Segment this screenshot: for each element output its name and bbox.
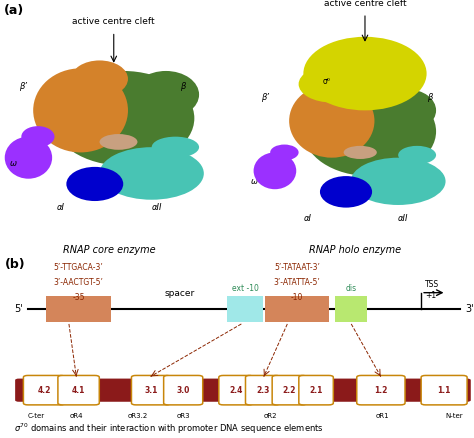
Text: 3.0: 3.0 [176,386,190,395]
Ellipse shape [289,84,374,158]
Text: ω: ω [251,177,258,186]
FancyBboxPatch shape [227,297,264,322]
Text: αI: αI [57,203,65,212]
Ellipse shape [254,152,296,189]
Text: σ⁰: σ⁰ [322,77,330,86]
Text: αII: αII [152,203,162,212]
Ellipse shape [299,66,365,102]
FancyBboxPatch shape [246,375,280,405]
Text: 3.1: 3.1 [144,386,158,395]
Ellipse shape [5,137,52,179]
Text: 1.1: 1.1 [438,386,451,395]
FancyBboxPatch shape [58,375,99,405]
Text: ext -10: ext -10 [232,284,258,293]
Ellipse shape [100,147,204,200]
Text: 2.3: 2.3 [256,386,269,395]
FancyBboxPatch shape [219,375,253,405]
Text: ω: ω [9,159,17,168]
Text: 2.4: 2.4 [229,386,243,395]
Text: RNAP core enzyme: RNAP core enzyme [63,245,155,255]
FancyBboxPatch shape [15,378,471,402]
Text: 5': 5' [14,304,23,314]
Ellipse shape [66,167,123,201]
Ellipse shape [270,145,299,160]
Text: 3': 3' [465,304,474,314]
Text: N-ter: N-ter [445,413,463,419]
FancyBboxPatch shape [46,297,111,322]
Text: C-ter: C-ter [28,413,45,419]
Text: active centre cleft: active centre cleft [324,0,406,8]
Text: 1.2: 1.2 [374,386,388,395]
Ellipse shape [344,146,377,159]
Text: 2.1: 2.1 [310,386,323,395]
Text: σR2: σR2 [264,413,277,419]
Ellipse shape [21,126,55,147]
Ellipse shape [358,145,419,171]
Text: 5’-TATAAT-3’: 5’-TATAAT-3’ [274,263,320,272]
Text: 3’-AACTGT-5’: 3’-AACTGT-5’ [54,278,103,287]
Text: σR1: σR1 [375,413,389,419]
Text: αII: αII [398,214,409,223]
FancyBboxPatch shape [272,375,307,405]
Text: αI: αI [303,214,311,223]
FancyBboxPatch shape [131,375,171,405]
Ellipse shape [351,158,446,205]
Ellipse shape [111,131,182,163]
Text: β’: β’ [261,93,269,102]
Ellipse shape [379,89,436,131]
Ellipse shape [152,137,199,158]
Text: -35: -35 [73,293,85,302]
FancyBboxPatch shape [357,375,405,405]
Ellipse shape [133,71,199,118]
Text: 3’-ATATTA-5’: 3’-ATATTA-5’ [273,278,320,287]
Text: +1: +1 [425,291,436,300]
Text: TSS: TSS [425,280,439,289]
Text: (a): (a) [4,4,24,17]
Text: 4.2: 4.2 [37,386,51,395]
FancyBboxPatch shape [421,375,467,405]
Text: dis: dis [346,284,357,293]
Ellipse shape [33,68,128,152]
Ellipse shape [303,37,427,110]
Text: 4.1: 4.1 [72,386,85,395]
Text: RNAP holo enzyme: RNAP holo enzyme [310,245,401,255]
Text: β’: β’ [19,82,27,92]
Ellipse shape [52,71,194,166]
Text: σR4: σR4 [70,413,83,419]
Text: -10: -10 [291,293,303,302]
FancyBboxPatch shape [335,297,367,322]
Text: 2.2: 2.2 [283,386,296,395]
Text: (b): (b) [5,258,26,271]
Ellipse shape [71,60,128,97]
Ellipse shape [303,87,436,176]
Text: σR3: σR3 [177,413,190,419]
FancyBboxPatch shape [164,375,203,405]
Text: spacer: spacer [164,289,195,298]
FancyBboxPatch shape [299,375,333,405]
Ellipse shape [100,134,137,150]
Text: 5’-TTGACA-3’: 5’-TTGACA-3’ [54,263,103,272]
Text: σR3.2: σR3.2 [128,413,147,419]
Text: active centre cleft: active centre cleft [73,17,155,26]
Ellipse shape [398,146,436,164]
Text: β: β [427,93,432,102]
Text: $\sigma^{70}$ domains and their interaction with promoter DNA sequence elements: $\sigma^{70}$ domains and their interact… [14,422,324,436]
FancyBboxPatch shape [23,375,65,405]
Text: β: β [180,82,185,92]
Ellipse shape [320,176,372,208]
FancyBboxPatch shape [265,297,329,322]
